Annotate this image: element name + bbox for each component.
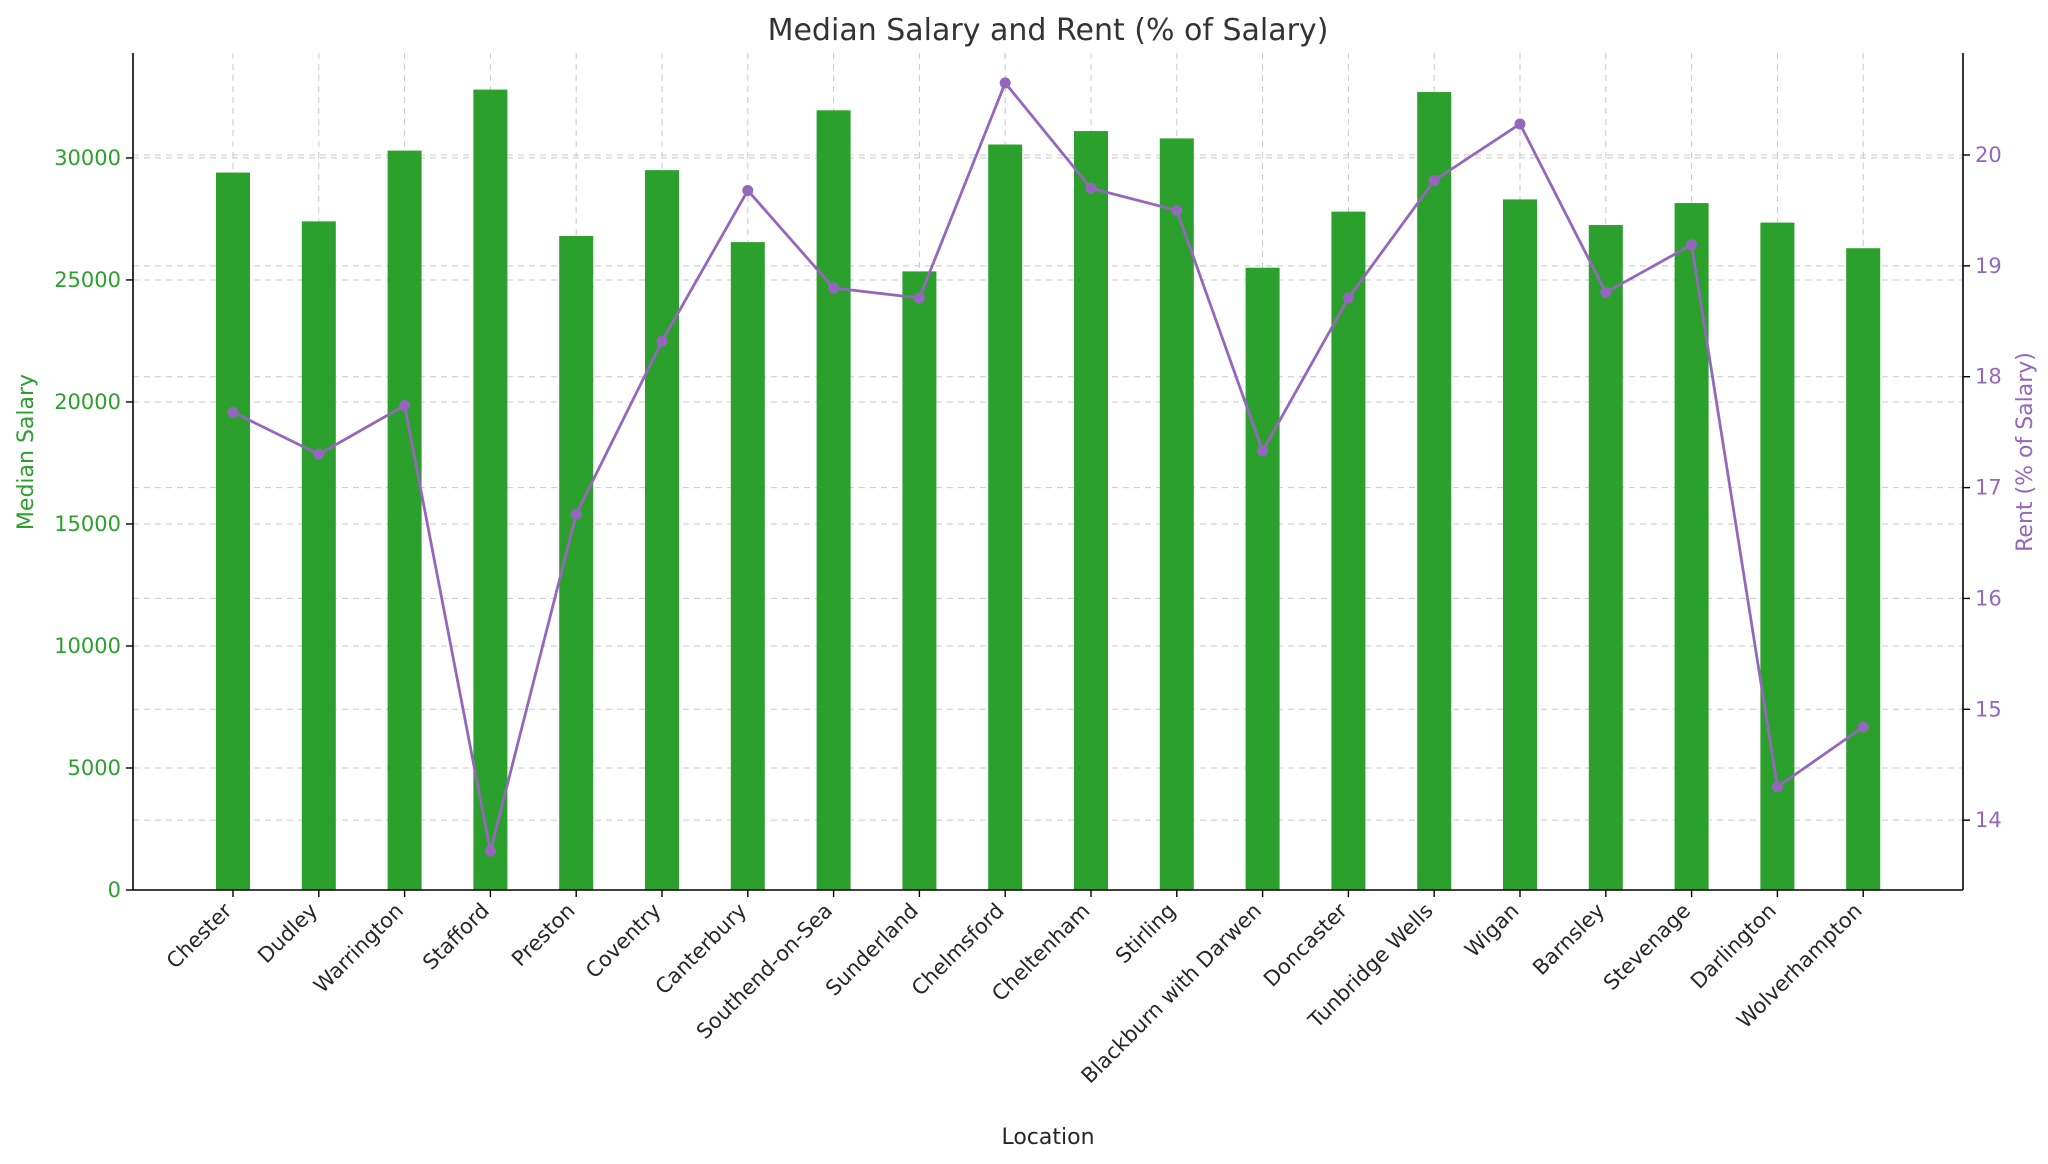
x-tick-label: Barnsley — [1528, 899, 1609, 980]
bar-11 — [1159, 138, 1194, 891]
bar-12 — [1245, 267, 1280, 890]
rent-point-3 — [484, 845, 496, 857]
rent-point-0 — [227, 406, 239, 418]
left-tick-label: 25000 — [54, 268, 121, 292]
rent-point-11 — [1171, 204, 1183, 216]
right-tick-label: 16 — [1975, 586, 2002, 610]
x-tick-label: Stafford — [418, 899, 494, 975]
bar-10 — [1074, 131, 1108, 890]
x-tick-label: Warrington — [309, 899, 408, 998]
rent-point-15 — [1514, 118, 1526, 130]
right-tick-label: 15 — [1975, 697, 2002, 721]
left-tick-label: 5000 — [68, 756, 121, 780]
rent-point-8 — [913, 292, 925, 304]
rent-point-4 — [570, 508, 582, 520]
rent-point-10 — [1085, 182, 1097, 194]
right-tick-label: 17 — [1975, 476, 2002, 500]
bar-0 — [216, 172, 250, 891]
rent-point-12 — [1257, 445, 1269, 457]
x-tick-label: Wigan — [1460, 899, 1523, 962]
x-tick-label: Coventry — [581, 899, 665, 983]
rent-point-6 — [742, 184, 754, 196]
rent-point-5 — [656, 335, 668, 347]
bar-15 — [1503, 199, 1537, 890]
rent-point-14 — [1428, 174, 1440, 186]
left-tick-label: 15000 — [54, 512, 121, 536]
rent-point-1 — [313, 448, 325, 460]
rent-polyline — [232, 81, 1865, 853]
left-tick-label: 20000 — [54, 390, 121, 414]
x-tick-label: Darlington — [1686, 899, 1781, 994]
bar-17 — [1674, 203, 1709, 890]
x-axis-title: Location — [1001, 1125, 1094, 1150]
bar-2 — [387, 150, 422, 891]
rent-point-9 — [999, 77, 1011, 89]
y2-axis-title: Rent (% of Salary) — [2013, 352, 2038, 552]
right-tick-label: 20 — [1975, 143, 2002, 167]
bar-13 — [1331, 211, 1366, 890]
y-axis-title: Median Salary — [14, 374, 39, 530]
rent-point-19 — [1857, 721, 1869, 733]
bar-6 — [730, 242, 765, 891]
labels: 0 5000 10000 15000 20000 25000 30000 14 15 16 17 18… — [54, 143, 2002, 1088]
x-tick-label: Dudley — [253, 899, 322, 968]
rent-point-18 — [1771, 781, 1783, 793]
rent-point-17 — [1686, 239, 1698, 251]
right-tick-label: 19 — [1975, 254, 2002, 278]
x-tick-label: Chester — [162, 898, 237, 973]
bar-19 — [1846, 248, 1881, 891]
bar-16 — [1588, 225, 1623, 890]
salary-bars — [216, 89, 1881, 891]
bar-8 — [902, 271, 937, 890]
right-tick-label: 14 — [1975, 808, 2002, 832]
x-tick-label: Preston — [507, 899, 580, 972]
rent-line — [227, 77, 1869, 857]
rent-point-2 — [399, 400, 411, 412]
chart-title: Median Salary and Rent (% of Salary) — [768, 13, 1329, 48]
x-tick-label: Blackburn with Darwen — [1077, 899, 1267, 1089]
bar-7 — [816, 110, 851, 891]
axes — [126, 53, 1970, 897]
bar-1 — [301, 221, 336, 890]
x-tick-label: Stirling — [1111, 899, 1181, 969]
left-tick-label: 30000 — [54, 146, 121, 170]
rent-point-16 — [1600, 286, 1612, 298]
bar-14 — [1417, 92, 1452, 891]
left-tick-label: 10000 — [54, 634, 121, 658]
bar-5 — [645, 170, 679, 890]
bar-3 — [473, 89, 508, 890]
rent-point-7 — [828, 282, 840, 294]
x-tick-label: Stevenage — [1599, 899, 1695, 995]
right-tick-label: 18 — [1975, 365, 2002, 389]
bar-9 — [988, 144, 1023, 891]
x-tick-label: Doncaster — [1259, 898, 1352, 991]
left-tick-label: 0 — [108, 878, 121, 902]
rent-point-13 — [1342, 292, 1354, 304]
